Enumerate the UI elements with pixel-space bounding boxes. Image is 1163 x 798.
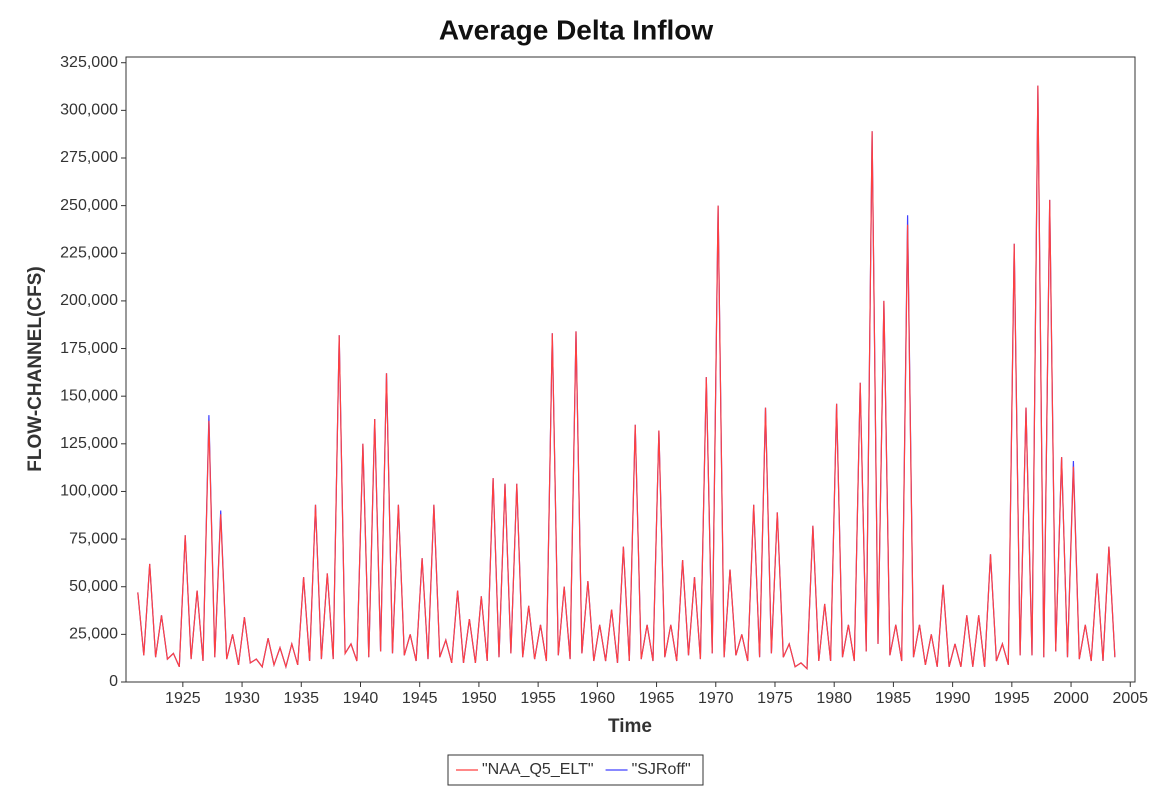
y-tick-label: 300,000 bbox=[60, 102, 118, 119]
y-tick-label: 175,000 bbox=[60, 340, 118, 357]
legend-label: "SJRoff" bbox=[632, 761, 691, 778]
x-tick-label: 1925 bbox=[165, 690, 201, 707]
x-tick-label: 1995 bbox=[994, 690, 1030, 707]
x-tick-label: 1970 bbox=[698, 690, 734, 707]
x-tick-label: 1980 bbox=[816, 690, 852, 707]
y-axis-label: FLOW-CHANNEL(CFS) bbox=[25, 266, 46, 471]
y-tick-label: 150,000 bbox=[60, 387, 118, 404]
x-tick-label: 2000 bbox=[1053, 690, 1089, 707]
y-tick-label: 225,000 bbox=[60, 244, 118, 261]
y-tick-label: 250,000 bbox=[60, 197, 118, 214]
y-tick-label: 25,000 bbox=[69, 626, 118, 643]
x-tick-label: 1990 bbox=[935, 690, 971, 707]
x-tick-label: 1975 bbox=[757, 690, 793, 707]
x-tick-label: 1965 bbox=[639, 690, 675, 707]
y-tick-label: 275,000 bbox=[60, 149, 118, 166]
x-tick-label: 1940 bbox=[343, 690, 379, 707]
y-tick-label: 100,000 bbox=[60, 483, 118, 500]
x-tick-label: 1945 bbox=[402, 690, 438, 707]
x-tick-label: 2005 bbox=[1112, 690, 1148, 707]
y-tick-label: 75,000 bbox=[69, 530, 118, 547]
legend-box bbox=[447, 754, 704, 786]
x-tick-label: 1960 bbox=[580, 690, 616, 707]
chart-title: Average Delta Inflow bbox=[439, 14, 714, 45]
y-tick-label: 50,000 bbox=[69, 578, 118, 595]
y-tick-label: 325,000 bbox=[60, 54, 118, 71]
plot-area bbox=[125, 56, 1136, 683]
y-tick-label: 200,000 bbox=[60, 292, 118, 309]
x-axis-label: Time bbox=[608, 716, 652, 737]
x-tick-label: 1950 bbox=[461, 690, 497, 707]
series-line bbox=[137, 85, 1116, 671]
y-tick-label: 125,000 bbox=[60, 435, 118, 452]
x-tick-label: 1955 bbox=[520, 690, 556, 707]
x-tick-label: 1935 bbox=[283, 690, 319, 707]
y-tick-label: 0 bbox=[109, 673, 118, 690]
x-tick-label: 1985 bbox=[876, 690, 912, 707]
legend-label: "NAA_Q5_ELT" bbox=[482, 761, 594, 778]
x-tick-label: 1930 bbox=[224, 690, 260, 707]
